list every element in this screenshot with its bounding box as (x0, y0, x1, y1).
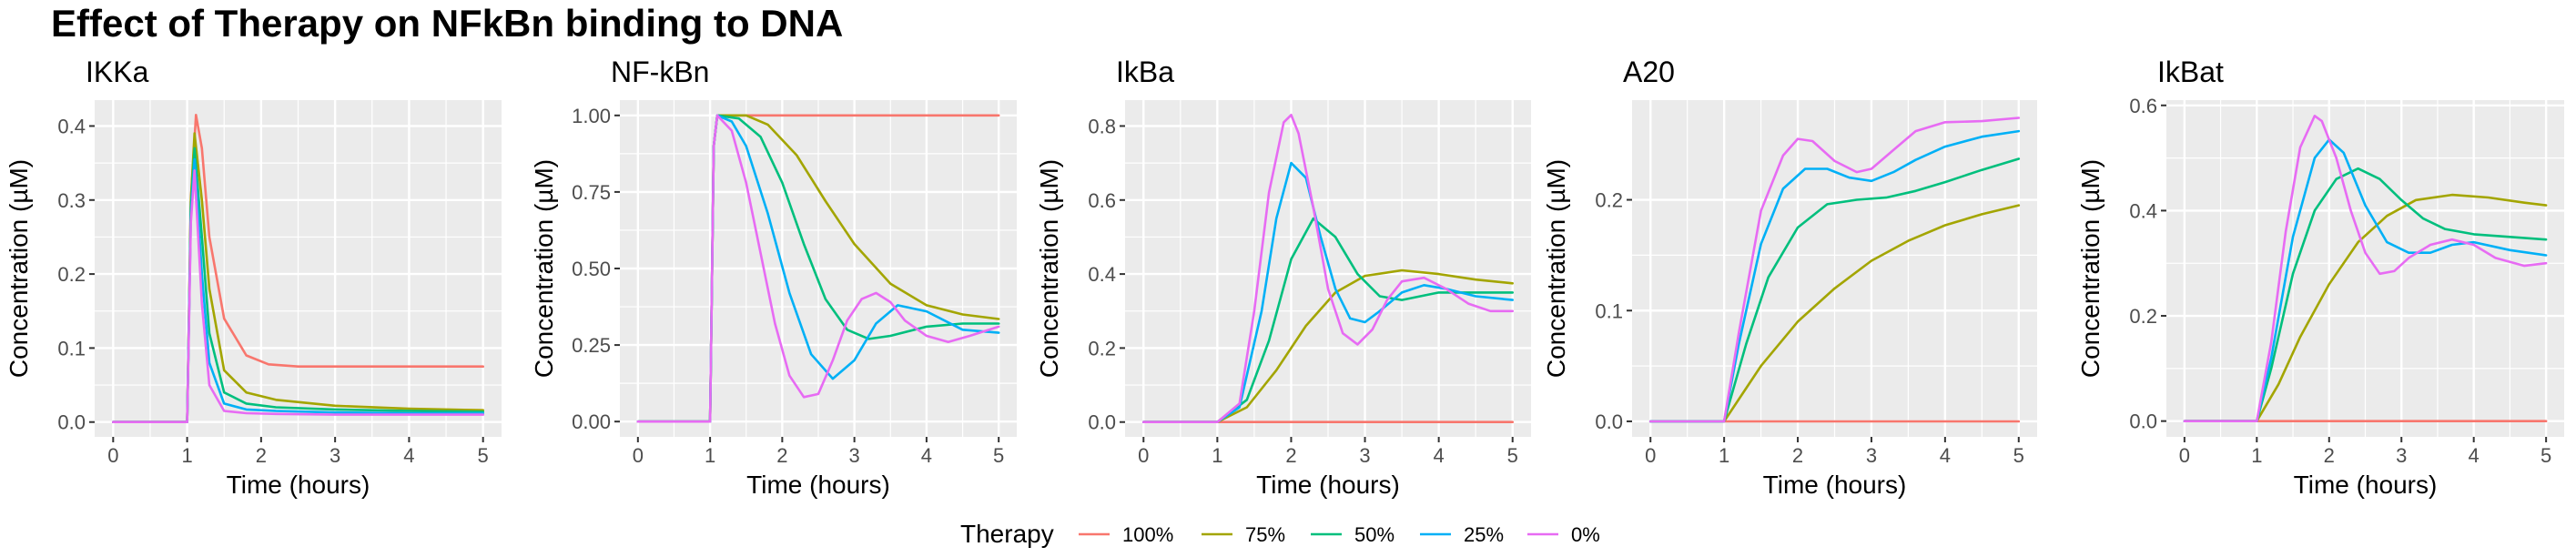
panel-title: A20 (1623, 56, 1675, 88)
x-tick-label: 5 (1507, 444, 1518, 467)
x-tick-label: 2 (256, 444, 267, 467)
y-axis-label: Concentration (µM) (5, 159, 33, 378)
legend-label: 100% (1122, 523, 1173, 546)
legend-title: Therapy (960, 520, 1054, 548)
y-tick-label: 0.0 (2129, 410, 2157, 433)
x-tick-label: 0 (1645, 444, 1656, 467)
x-tick-label: 2 (1792, 444, 1803, 467)
y-tick-label: 0.3 (57, 189, 86, 212)
x-tick-label: 3 (1866, 444, 1877, 467)
legend-item-50: 50% (1311, 523, 1394, 546)
x-axis-label: Time (hours) (746, 471, 890, 499)
x-axis-label: Time (hours) (1256, 471, 1400, 499)
legend-label: 50% (1354, 523, 1394, 546)
legend-label: 75% (1245, 523, 1285, 546)
y-axis-label: Concentration (µM) (530, 159, 558, 378)
y-tick-label: 0.0 (1088, 411, 1116, 434)
x-tick-label: 0 (633, 444, 644, 467)
x-tick-label: 2 (1285, 444, 1296, 467)
y-tick-label: 0.4 (1088, 263, 1116, 286)
x-tick-label: 2 (776, 444, 787, 467)
panel-title: NF-kBn (611, 56, 709, 88)
y-tick-label: 0.2 (57, 263, 86, 286)
series-line-0 (636, 114, 1000, 423)
x-tick-label: 1 (181, 444, 192, 467)
legend-item-25: 25% (1420, 523, 1504, 546)
x-tick-label: 1 (2251, 444, 2262, 467)
y-tick-label: 0.75 (572, 181, 611, 204)
chart-figure: 0 1 2 3 4 5 0.0 0.1 0.2 0.3 0.4 IKKa Time (hours) Con… (5, 56, 2564, 499)
x-tick-label: 1 (1719, 444, 1729, 467)
y-tick-label: 0.25 (572, 334, 611, 357)
y-axis-label: Concentration (µM) (1035, 159, 1063, 378)
y-tick-label: 0.0 (57, 411, 86, 434)
legend-label: 0% (1571, 523, 1600, 546)
y-tick-label: 0.6 (1088, 189, 1116, 212)
y-tick-label: 0.2 (2129, 305, 2157, 328)
y-tick-label: 0.2 (1595, 189, 1623, 212)
panel-title: IKKa (86, 56, 149, 88)
x-tick-label: 0 (1138, 444, 1149, 467)
series-line-50 (1648, 157, 2021, 423)
x-tick-label: 3 (1359, 444, 1370, 467)
y-tick-label: 0.00 (572, 410, 611, 433)
panel-title: IkBat (2157, 56, 2224, 88)
x-tick-label: 1 (1212, 444, 1222, 467)
y-tick-label: 0.8 (1088, 115, 1116, 137)
x-tick-label: 0 (107, 444, 118, 467)
x-tick-label: 3 (849, 444, 860, 467)
x-tick-label: 3 (330, 444, 340, 467)
series-line-0 (112, 169, 485, 424)
series-line-50 (1142, 217, 1514, 424)
x-axis-label: Time (hours) (227, 471, 370, 499)
x-tick-label: 0 (2179, 444, 2190, 467)
panel-ikba: 0 1 2 3 4 5 0.0 0.2 0.4 0.6 0.8 IkBa Time (hours) Con… (1035, 56, 1531, 499)
y-tick-label: 0.6 (2129, 95, 2157, 117)
x-tick-label: 3 (2396, 444, 2407, 467)
x-axis-label: Time (hours) (1763, 471, 1907, 499)
series-line-75 (1142, 268, 1514, 424)
x-tick-label: 4 (2469, 444, 2480, 467)
series-line-75 (2183, 193, 2548, 423)
panel-ikka: 0 1 2 3 4 5 0.0 0.1 0.2 0.3 0.4 IKKa Time (hours) Con… (5, 56, 502, 499)
series-line-50 (2183, 167, 2548, 423)
y-tick-label: 0.50 (572, 258, 611, 280)
series-line-25 (1648, 129, 2021, 423)
x-tick-label: 4 (921, 444, 932, 467)
x-tick-label: 5 (2541, 444, 2551, 467)
y-tick-label: 0.4 (2129, 199, 2157, 222)
x-tick-label: 4 (1940, 444, 1951, 467)
y-tick-label: 0.1 (57, 337, 86, 360)
y-tick-label: 0.4 (57, 115, 86, 137)
legend-item-100: 100% (1079, 523, 1173, 546)
panel-a20: 0 1 2 3 4 5 0.0 0.1 0.2 A20 Time (hours) Concentrat… (1542, 56, 2037, 499)
x-tick-label: 1 (705, 444, 715, 467)
series-line-75 (1648, 204, 2021, 423)
series-line-0 (1648, 116, 2021, 423)
x-tick-label: 2 (2324, 444, 2335, 467)
y-axis-label: Concentration (µM) (1542, 159, 1570, 378)
x-axis-label: Time (hours) (2294, 471, 2438, 499)
chart-legend: Therapy 100% 75% 50% 25% 0% (960, 520, 1600, 548)
panel-title: IkBa (1116, 56, 1174, 88)
y-tick-label: 0.2 (1088, 337, 1116, 360)
figure-title: Effect of Therapy on NFkBn binding to DN… (51, 2, 844, 45)
y-axis-label: Concentration (µM) (2076, 159, 2104, 378)
x-tick-label: 4 (403, 444, 414, 467)
y-tick-label: 0.1 (1595, 299, 1623, 322)
legend-item-75: 75% (1202, 523, 1285, 546)
x-tick-label: 5 (478, 444, 489, 467)
series-line-0 (1142, 114, 1514, 424)
series-line-25 (1142, 161, 1514, 424)
legend-item-0: 0% (1527, 523, 1600, 546)
y-tick-label: 0.0 (1595, 410, 1623, 433)
series-line-0 (2183, 115, 2548, 423)
y-tick-label: 1.00 (572, 105, 611, 127)
x-tick-label: 4 (1434, 444, 1445, 467)
x-tick-label: 5 (2013, 444, 2024, 467)
legend-label: 25% (1464, 523, 1504, 546)
x-tick-label: 5 (993, 444, 1004, 467)
